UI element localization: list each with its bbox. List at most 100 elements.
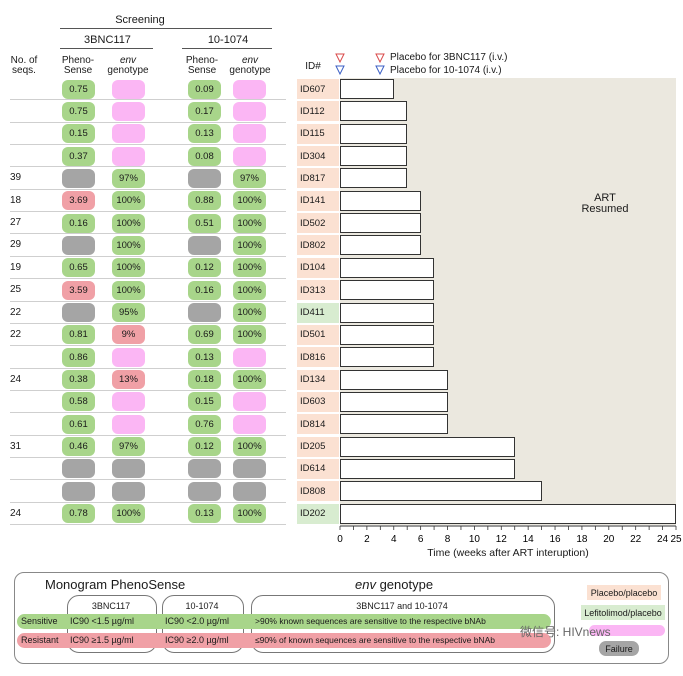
phenosense-cell — [62, 303, 95, 322]
phenosense-cell — [62, 168, 95, 188]
env-genotype-cell — [112, 414, 145, 434]
env-genotype-cell: 100% — [112, 258, 145, 278]
row-separator — [10, 524, 286, 525]
phenosense-cell: 0.69 — [188, 325, 221, 345]
x-tick-label: 8 — [445, 534, 451, 545]
env-genotype-cell: 100% — [233, 303, 266, 322]
phenosense-cell: 0.58 — [62, 392, 95, 412]
phenosense-cell: 0.15 — [62, 124, 95, 144]
legend-s-ab2: IC90 <2.0 µg/ml — [165, 616, 229, 626]
participant-id: ID501 — [297, 324, 339, 345]
participant-id: ID205 — [297, 436, 339, 457]
env-genotype-cell: 100% — [233, 235, 266, 255]
participant-id: ID112 — [297, 101, 339, 122]
env-genotype-cell: 100% — [233, 258, 266, 278]
seq-count: 31 — [10, 440, 22, 452]
x-tick-label: 20 — [603, 534, 615, 545]
env-genotype-cell: 100% — [112, 280, 145, 300]
env-genotype-cell: 100% — [233, 437, 266, 457]
env2-header-1: env — [241, 55, 259, 66]
x-tick-label: 18 — [576, 534, 588, 545]
row-separator — [10, 278, 286, 280]
participant-id: ID313 — [297, 280, 339, 301]
x-tick-label: 16 — [549, 534, 561, 545]
env-genotype-cell: 100% — [112, 504, 145, 524]
phenosense-cell: 0.16 — [62, 213, 95, 233]
participant-id: ID502 — [297, 213, 339, 234]
phenosense-cell: 0.12 — [188, 258, 221, 278]
row-separator — [10, 322, 286, 324]
sensitive-band — [17, 614, 551, 629]
row-separator — [10, 99, 286, 101]
participant-id: ID816 — [297, 347, 339, 368]
participant-id: ID614 — [297, 458, 339, 479]
phenosense-cell: 3.69 — [62, 191, 95, 211]
pheno1-header-2: Sense — [63, 65, 93, 76]
phenosense-cell: 0.38 — [62, 370, 95, 390]
bar-ID141 — [340, 190, 421, 211]
legend-pheno-title: Monogram PhenoSense — [45, 577, 186, 592]
env-genotype-cell — [233, 347, 266, 367]
phenosense-cell — [62, 235, 95, 255]
red-triangle-icon-2 — [375, 53, 385, 64]
phenosense-cell — [62, 459, 95, 479]
legend-s-ab1: IC90 <1.5 µg/ml — [70, 616, 134, 626]
ab2-header: 10-1074 — [207, 34, 249, 46]
phenosense-cell: 0.16 — [188, 280, 221, 300]
bar-ID814 — [340, 414, 448, 435]
resumed-label: Resumed — [581, 203, 629, 215]
row-separator — [10, 479, 286, 481]
legend-s-env: >90% known sequences are sensitive to th… — [255, 616, 486, 626]
phenosense-cell: 0.78 — [62, 504, 95, 524]
ab1-rule — [60, 48, 153, 49]
env-genotype-cell: 97% — [233, 168, 266, 188]
bar-ID134 — [340, 369, 448, 390]
art-resumed-region — [340, 78, 676, 525]
x-tick-label: 4 — [391, 534, 397, 545]
phenosense-cell: 0.75 — [62, 79, 95, 99]
bar-ID808 — [340, 481, 542, 502]
x-tick-label: 14 — [523, 534, 535, 545]
phenosense-cell: 0.13 — [188, 347, 221, 367]
legend-r-env: ≤90% of known sequences are sensitive to… — [255, 635, 495, 645]
phenosense-cell: 0.12 — [188, 437, 221, 457]
row-separator — [10, 456, 286, 458]
env-genotype-cell: 100% — [233, 213, 266, 233]
legend-sensitive: Sensitive — [21, 616, 58, 626]
legend-both: 3BNC117 and 10-1074 — [356, 601, 448, 611]
env-genotype-cell: 97% — [112, 168, 145, 188]
seq-count: 39 — [10, 172, 22, 184]
phenosense-cell: 0.13 — [188, 504, 221, 524]
env-genotype-cell: 13% — [112, 370, 145, 390]
x-tick-label: 12 — [496, 534, 508, 545]
env-genotype-cell — [112, 481, 145, 501]
bar-ID205 — [340, 436, 515, 457]
env-genotype-cell — [233, 101, 266, 121]
env-genotype-cell: 9% — [112, 325, 145, 345]
env-genotype-cell — [233, 392, 266, 412]
env-genotype-cell — [112, 459, 145, 479]
seq-count: 22 — [10, 306, 22, 318]
seq-count: 27 — [10, 217, 22, 229]
legend-env-italic: env — [355, 577, 376, 592]
phenosense-cell — [188, 303, 221, 322]
participant-id: ID134 — [297, 369, 339, 390]
row-separator — [10, 300, 286, 302]
participant-id: ID607 — [297, 79, 339, 99]
env-genotype-cell: 100% — [233, 280, 266, 300]
phenosense-cell: 0.15 — [188, 392, 221, 412]
bar-ID115 — [340, 123, 408, 144]
bar-ID603 — [340, 391, 448, 412]
seq-count: 19 — [10, 261, 22, 273]
x-axis-label: Time (weeks after ART interuption) — [427, 547, 589, 559]
bar-ID614 — [340, 458, 515, 479]
phenosense-cell — [188, 168, 221, 188]
seq-count: 24 — [10, 507, 22, 519]
phenosense-cell — [188, 481, 221, 501]
phenosense-cell: 0.37 — [62, 146, 95, 166]
env-genotype-cell: 100% — [233, 370, 266, 390]
bar-ID607 — [340, 79, 394, 99]
phenosense-cell: 0.76 — [188, 414, 221, 434]
row-separator — [10, 501, 286, 503]
phenosense-cell: 0.86 — [62, 347, 95, 367]
